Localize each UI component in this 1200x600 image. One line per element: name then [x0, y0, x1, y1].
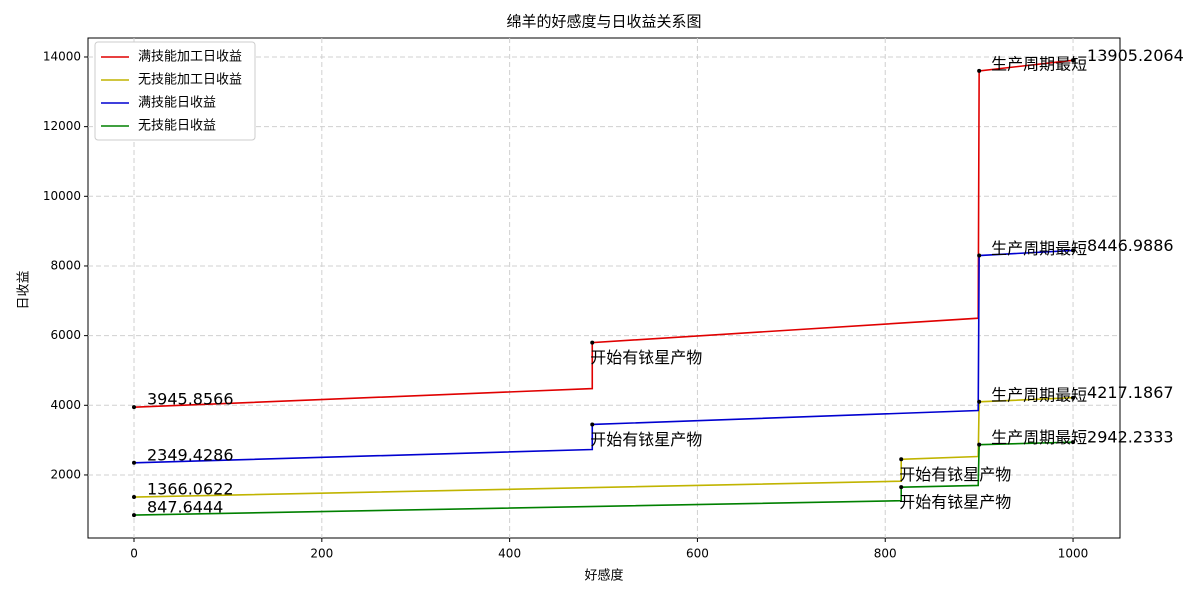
x-tick-label: 0	[130, 547, 138, 561]
annotation: 开始有铱星产物	[590, 430, 702, 449]
annotation-point	[590, 340, 595, 345]
annotation: 生产周期最短	[991, 239, 1087, 258]
annotation-point	[1071, 440, 1076, 445]
annotation-point	[977, 68, 982, 73]
annotation: 生产周期最短	[991, 428, 1087, 447]
annotation: 3945.8566	[147, 390, 234, 409]
legend-label: 满技能日收益	[138, 96, 216, 111]
annotation-point	[1071, 248, 1076, 253]
y-tick-label: 2000	[50, 467, 81, 481]
annotation: 开始有铱星产物	[590, 348, 702, 367]
series-line	[133, 59, 1074, 408]
annotation-point	[899, 485, 904, 490]
annotation: 2942.2333	[1087, 428, 1174, 447]
annotation-point	[899, 457, 904, 462]
x-tick-label: 1000	[1058, 547, 1089, 561]
annotation-point	[1071, 58, 1076, 63]
annotation-point	[132, 405, 137, 410]
legend-label: 满技能加工日收益	[138, 50, 242, 65]
y-tick-label: 10000	[43, 189, 81, 203]
series-line	[133, 249, 1074, 464]
annotation: 生产周期最短	[991, 385, 1087, 404]
y-tick-label: 8000	[50, 258, 81, 272]
y-axis-label: 日收益	[17, 270, 32, 309]
y-tick-label: 12000	[43, 119, 81, 133]
annotation-point	[1071, 395, 1076, 400]
x-axis-label: 好感度	[584, 568, 623, 584]
annotation: 847.6444	[147, 498, 223, 517]
plot-frame	[87, 37, 1121, 539]
annotation: 生产周期最短	[991, 54, 1087, 73]
x-tick-label: 400	[498, 547, 521, 561]
annotation: 开始有铱星产物	[899, 493, 1011, 512]
annotation: 8446.9886	[1087, 236, 1174, 255]
annotation: 4217.1867	[1087, 383, 1174, 402]
series-line	[133, 441, 1074, 516]
annotation: 1366.0622	[147, 480, 234, 499]
x-tick-label: 200	[310, 547, 333, 561]
x-tick-label: 800	[874, 547, 897, 561]
annotation: 13905.2064	[1087, 46, 1184, 65]
annotation: 开始有铱星产物	[899, 465, 1011, 484]
chart-title: 绵羊的好感度与日收益关系图	[506, 13, 701, 31]
series-line	[133, 396, 1074, 498]
annotation-point	[977, 399, 982, 404]
annotation-point	[590, 422, 595, 427]
legend-label: 无技能日收益	[138, 119, 216, 134]
annotation-point	[132, 513, 137, 518]
x-tick-label: 600	[686, 547, 709, 561]
annotation-point	[977, 442, 982, 447]
annotation-point	[132, 495, 137, 500]
annotation-point	[977, 253, 982, 258]
annotation-point	[132, 460, 137, 465]
y-tick-label: 14000	[43, 49, 81, 63]
legend-label: 无技能加工日收益	[138, 73, 242, 88]
y-tick-label: 6000	[50, 328, 81, 342]
y-tick-label: 4000	[50, 398, 81, 412]
annotation: 2349.4286	[147, 445, 234, 464]
legend-box	[94, 41, 256, 141]
